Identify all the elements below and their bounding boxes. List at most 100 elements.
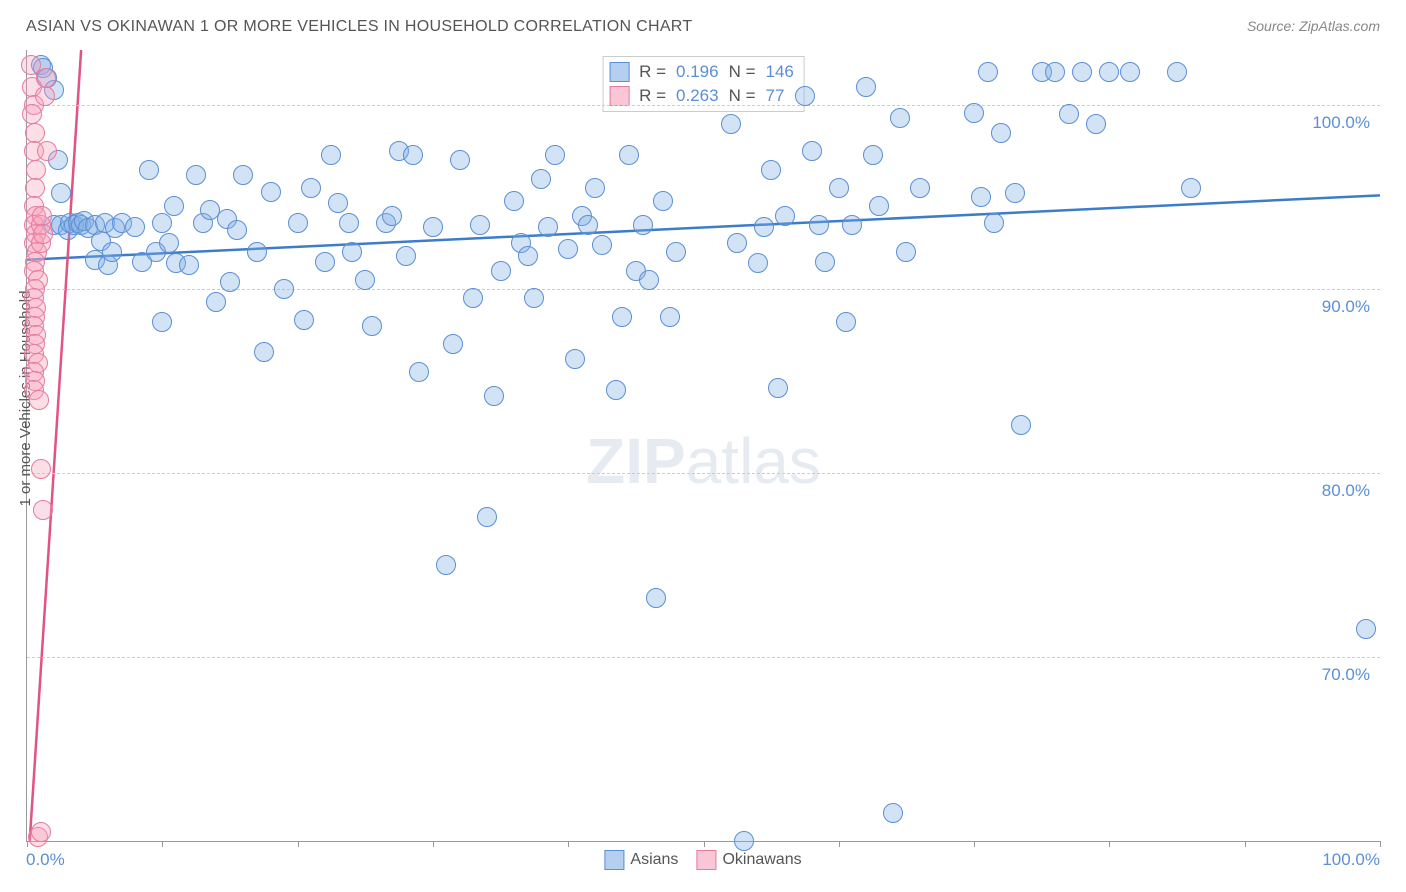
data-point (883, 803, 903, 823)
data-point (37, 141, 57, 161)
data-point (396, 246, 416, 266)
data-point (274, 279, 294, 299)
x-tick (839, 841, 840, 847)
n-label: N = (729, 84, 756, 108)
data-point (863, 145, 883, 165)
data-point (477, 507, 497, 527)
data-point (227, 220, 247, 240)
data-point (463, 288, 483, 308)
data-point (666, 242, 686, 262)
data-point (382, 206, 402, 226)
x-tick (298, 841, 299, 847)
data-point (991, 123, 1011, 143)
data-point (423, 217, 443, 237)
data-point (321, 145, 341, 165)
square-icon (609, 86, 629, 106)
data-point (775, 206, 795, 226)
r-label: R = (639, 84, 666, 108)
data-point (491, 261, 511, 281)
data-point (578, 215, 598, 235)
data-point (518, 246, 538, 266)
y-tick-label: 90.0% (1322, 297, 1370, 317)
data-point (301, 178, 321, 198)
y-tick-label: 80.0% (1322, 481, 1370, 501)
data-point (254, 342, 274, 362)
data-point (585, 178, 605, 198)
data-point (294, 310, 314, 330)
legend-row: R = 0.263 N = 77 (609, 84, 794, 108)
data-point (639, 270, 659, 290)
data-point (1072, 62, 1092, 82)
data-point (186, 165, 206, 185)
data-point (984, 213, 1004, 233)
legend-label: Okinawans (722, 851, 801, 868)
n-value: 77 (766, 84, 785, 108)
data-point (761, 160, 781, 180)
data-point (36, 68, 56, 88)
data-point (288, 213, 308, 233)
data-point (565, 349, 585, 369)
r-value: 0.196 (676, 60, 719, 84)
data-point (653, 191, 673, 211)
data-point (592, 235, 612, 255)
x-tick-end: 100.0% (1322, 850, 1380, 870)
data-point (35, 86, 55, 106)
data-point (450, 150, 470, 170)
x-tick (433, 841, 434, 847)
data-point (1059, 104, 1079, 124)
data-point (971, 187, 991, 207)
n-value: 146 (766, 60, 794, 84)
data-point (484, 386, 504, 406)
data-point (403, 145, 423, 165)
data-point (220, 272, 240, 292)
data-point (436, 555, 456, 575)
data-point (33, 500, 53, 520)
gridline-h (27, 105, 1380, 106)
x-tick (27, 841, 28, 847)
data-point (342, 242, 362, 262)
data-point (809, 215, 829, 235)
square-icon (609, 62, 629, 82)
data-point (33, 224, 53, 244)
gridline-h (27, 657, 1380, 658)
data-point (470, 215, 490, 235)
data-point (1086, 114, 1106, 134)
data-point (538, 217, 558, 237)
data-point (25, 123, 45, 143)
data-point (890, 108, 910, 128)
data-point (409, 362, 429, 382)
data-point (247, 242, 267, 262)
data-point (869, 196, 889, 216)
data-point (362, 316, 382, 336)
data-point (836, 312, 856, 332)
data-point (910, 178, 930, 198)
data-point (660, 307, 680, 327)
x-tick (162, 841, 163, 847)
data-point (978, 62, 998, 82)
data-point (26, 160, 46, 180)
data-point (612, 307, 632, 327)
data-point (328, 193, 348, 213)
y-tick-label: 70.0% (1322, 665, 1370, 685)
data-point (754, 217, 774, 237)
r-value: 0.263 (676, 84, 719, 108)
data-point (842, 215, 862, 235)
data-point (152, 312, 172, 332)
data-point (531, 169, 551, 189)
data-point (815, 252, 835, 272)
r-label: R = (639, 60, 666, 84)
data-point (315, 252, 335, 272)
x-tick (704, 841, 705, 847)
legend-item: Okinawans (696, 850, 801, 870)
watermark-b: atlas (686, 425, 821, 497)
data-point (1356, 619, 1376, 639)
data-point (964, 103, 984, 123)
square-icon (696, 850, 716, 870)
data-point (261, 182, 281, 202)
data-point (802, 141, 822, 161)
data-point (22, 104, 42, 124)
data-point (1181, 178, 1201, 198)
x-tick (1380, 841, 1381, 847)
data-point (856, 77, 876, 97)
x-tick (1109, 841, 1110, 847)
